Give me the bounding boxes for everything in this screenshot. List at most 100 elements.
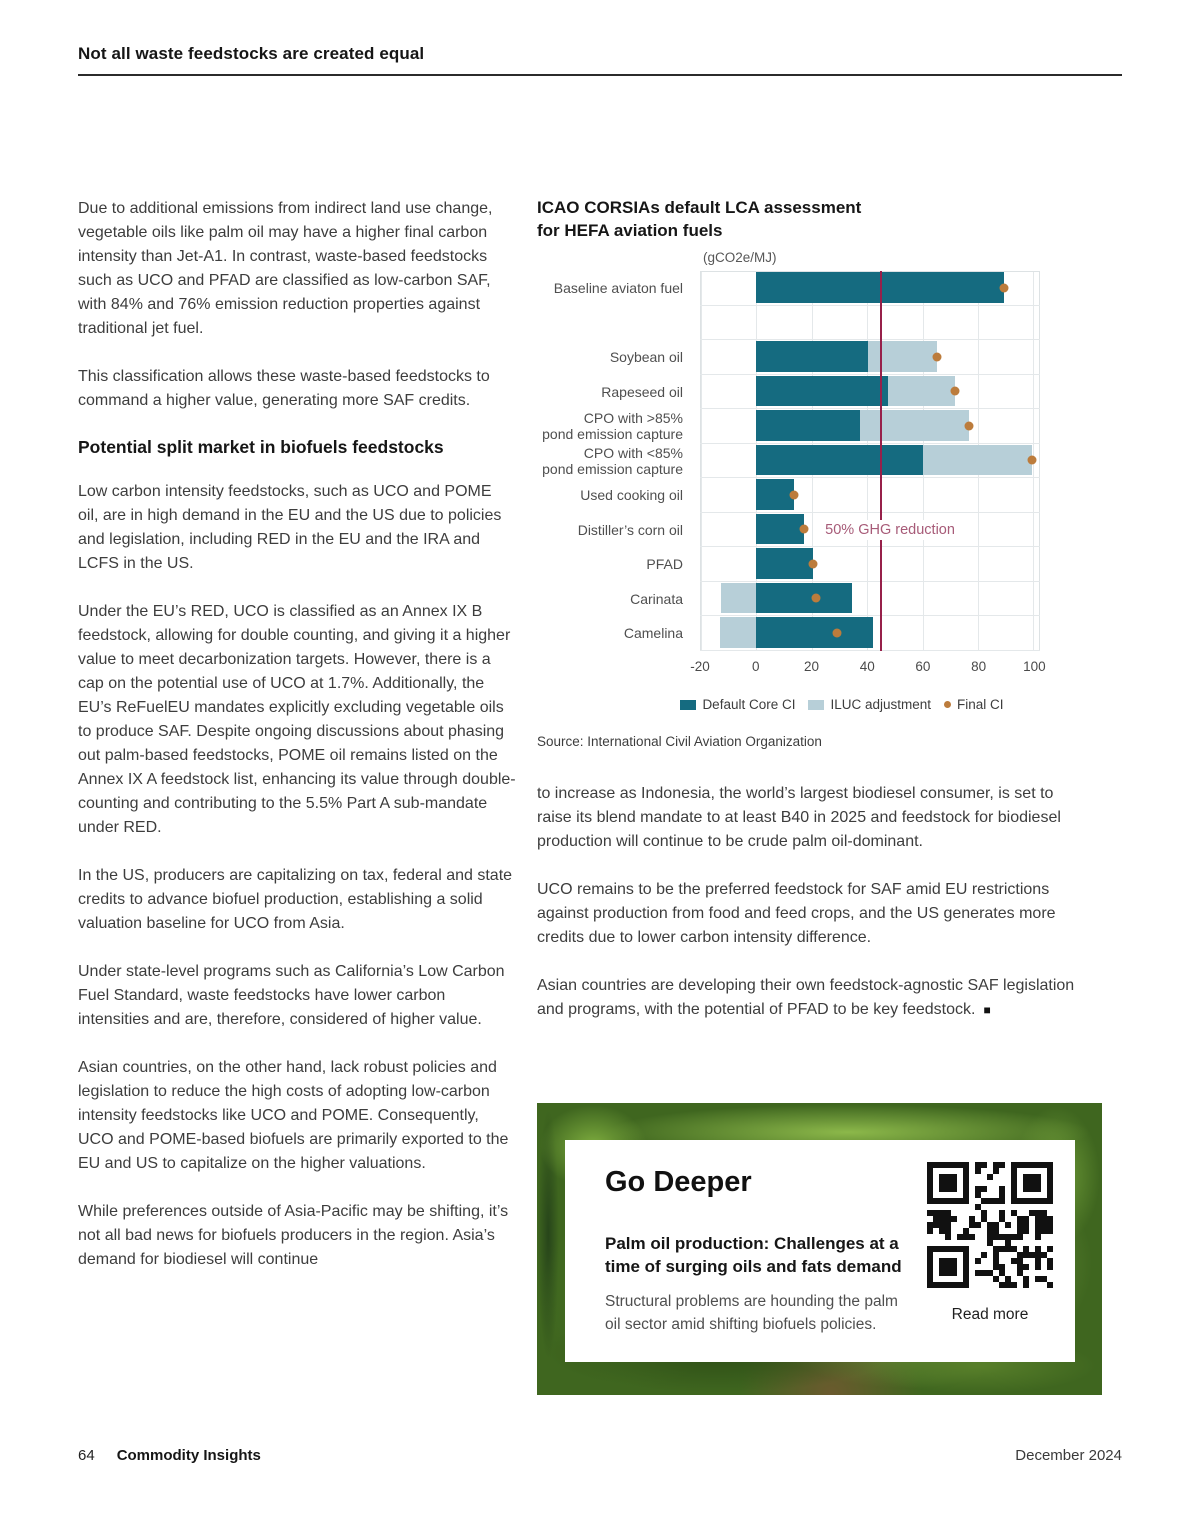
chart-row-track: [700, 409, 1040, 444]
chart-row: Camelina: [537, 616, 1040, 651]
footer-brand: Commodity Insights: [116, 1447, 261, 1464]
chart-bar-core: [755, 513, 804, 544]
read-more-link[interactable]: Read more: [951, 1306, 1029, 1323]
core-ci-swatch-icon: [680, 699, 697, 710]
chart-legend: Default Core CI ILUC adjustment Final CI: [657, 697, 1027, 712]
chart-bar-core: [755, 410, 860, 441]
chart-row-track: [700, 444, 1040, 478]
paragraph: This classification allows these waste-b…: [78, 368, 490, 409]
final-ci-dot: [789, 490, 799, 500]
chart-bar-core: [755, 479, 795, 510]
final-ci-dot: [932, 352, 942, 362]
chart-row-track: [700, 547, 1040, 582]
chart-row: Distiller’s corn oil: [537, 513, 1040, 547]
legend-item-final: Final CI: [944, 697, 1004, 712]
paragraph: Asian countries are developing their own…: [537, 977, 1075, 1018]
header-rule: [78, 74, 1122, 76]
chart-row-label: Carinata: [630, 590, 683, 607]
chart-row-label: Rapeseed oil: [601, 383, 683, 400]
footer-page-number: 64: [78, 1447, 95, 1464]
chart-row-track: [700, 513, 1040, 547]
go-deeper-card: Go Deeper Palm oil production: Challenge…: [565, 1140, 1075, 1362]
x-tick-label: 20: [803, 659, 819, 674]
chart-source: Source: International Civil Aviation Org…: [537, 734, 822, 749]
chart-bar-iluc: [887, 375, 955, 406]
x-tick-label: 80: [971, 659, 987, 674]
chart-bar-core: [755, 548, 814, 579]
chart-row-label: Used cooking oil: [580, 487, 683, 504]
chart-row-track: [700, 340, 1040, 375]
chart-bar-iluc: [719, 617, 756, 648]
end-of-article-mark: ■: [983, 1003, 991, 1017]
x-tick-label: 0: [751, 659, 760, 674]
page-title: Not all waste feedstocks are created equ…: [78, 44, 425, 63]
x-tick-label: 100: [1023, 659, 1046, 674]
paragraph: to increase as Indonesia, the world’s la…: [537, 785, 1061, 850]
paragraph: UCO remains to be the preferred feedstoc…: [537, 881, 1056, 946]
legend-item-iluc: ILUC adjustment: [808, 697, 931, 712]
chart-row-track: [700, 271, 1040, 306]
chart-plot: Baseline aviaton fuel Soybean oil Rapeseed…: [537, 271, 1046, 677]
final-ci-dot-icon: [944, 701, 952, 708]
chart-bar-iluc: [922, 444, 1032, 475]
chart-row: Carinata: [537, 582, 1040, 616]
chart-row-label: CPO with >85% pond emission capture: [542, 410, 683, 443]
chart-row: Used cooking oil: [537, 478, 1040, 513]
lca-chart: ICAO CORSIAs default LCA assessment for …: [537, 196, 1046, 749]
go-deeper-title: Go Deeper: [605, 1166, 752, 1198]
paragraph: Due to additional emissions from indirec…: [78, 200, 493, 337]
ghg-threshold-label: 50% GHG reduction: [818, 519, 962, 540]
footer-left: 64 Commodity Insights: [78, 1447, 261, 1464]
final-ci-dot: [808, 559, 818, 569]
qr-code: [927, 1162, 1053, 1288]
x-tick-label: 60: [915, 659, 931, 674]
paragraph: Low carbon intensity feedstocks, such as…: [78, 483, 502, 572]
go-deeper-heading: Palm oil production: Challenges at a tim…: [605, 1234, 902, 1276]
final-ci-dot: [811, 593, 821, 603]
chart-row-label: Soybean oil: [609, 349, 683, 366]
chart-bar-iluc: [859, 410, 969, 441]
chart-row-track: [700, 375, 1040, 409]
gridline: [701, 272, 702, 650]
chart-row-spacer: [537, 306, 1040, 340]
paragraph: Asian countries, on the other hand, lack…: [78, 1059, 509, 1172]
iluc-swatch-icon: [808, 699, 825, 710]
chart-bar-core: [755, 582, 852, 613]
final-ci-dot: [964, 421, 974, 431]
right-column: to increase as Indonesia, the world’s la…: [537, 782, 1077, 1046]
chart-row-label: Baseline aviaton fuel: [553, 280, 683, 297]
left-column: Due to additional emissions from indirec…: [78, 197, 516, 1296]
chart-row-track: [700, 478, 1040, 513]
chart-row-label: CPO with <85% pond emission capture: [542, 444, 683, 477]
chart-row-label: PFAD: [646, 556, 683, 573]
chart-x-axis: -20 0 20 40 60 80 100: [690, 651, 1045, 677]
paragraph: In the US, producers are capitalizing on…: [78, 867, 513, 932]
chart-bar-core: [755, 617, 873, 648]
chart-bar-core: [755, 444, 923, 475]
paragraph: Under state-level programs such as Calif…: [78, 963, 505, 1028]
chart-unit-label: (gCO2e/MJ): [703, 250, 777, 265]
final-ci-dot: [1027, 455, 1037, 465]
final-ci-dot: [832, 628, 842, 638]
chart-title: ICAO CORSIAs default LCA assessment for …: [537, 198, 862, 240]
paragraph: Under the EU’s RED, UCO is classified as…: [78, 603, 516, 836]
legend-item-core: Default Core CI: [680, 697, 795, 712]
x-tick-label: -20: [690, 659, 710, 674]
chart-row: CPO with <85% pond emission capture: [537, 444, 1040, 478]
chart-bar-core: [755, 375, 888, 406]
chart-bar-iluc: [720, 582, 756, 613]
chart-bar-iluc: [868, 341, 937, 372]
final-ci-dot: [999, 283, 1009, 293]
chart-row: CPO with >85% pond emission capture: [537, 409, 1040, 444]
chart-row-track: [700, 616, 1040, 651]
footer-date: December 2024: [1015, 1447, 1122, 1464]
section-heading: Potential split market in biofuels feeds…: [78, 437, 444, 457]
paragraph: While preferences outside of Asia-Pacifi…: [78, 1203, 509, 1268]
x-tick-label: 40: [859, 659, 875, 674]
chart-row: Rapeseed oil: [537, 375, 1040, 409]
chart-bar-core: [755, 341, 869, 372]
chart-row: PFAD: [537, 547, 1040, 582]
final-ci-dot: [799, 524, 809, 534]
chart-row-track: [700, 582, 1040, 616]
